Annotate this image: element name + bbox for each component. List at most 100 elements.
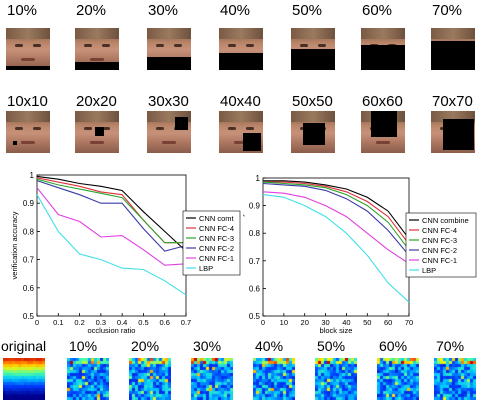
heatmap-image	[3, 358, 45, 400]
occlusion-block	[243, 133, 261, 151]
face-eye	[102, 44, 110, 47]
legend-entry: CNN FC-2	[422, 246, 457, 255]
face-eye	[33, 44, 41, 47]
series-line	[36, 180, 187, 252]
heatmap-image	[315, 358, 357, 400]
face-eye	[84, 44, 92, 47]
face-eye	[246, 127, 254, 130]
legend-box	[182, 210, 241, 276]
series-line	[36, 194, 187, 296]
face-mouth	[21, 58, 35, 61]
series-line	[36, 175, 187, 252]
occlusion-ratio-label: 60%	[362, 2, 393, 19]
legend-entry: CNN FC-3	[422, 236, 457, 245]
y-tick-label: 0.9	[249, 202, 261, 211]
legend-entry: LBP	[199, 264, 213, 273]
occlusion-ratio-label: 70%	[432, 2, 463, 19]
plot-frame	[262, 177, 410, 317]
x-tick-label: 0.2	[74, 318, 84, 327]
face-image	[291, 111, 335, 153]
heatmap-canvas	[434, 358, 476, 400]
face-hair	[147, 28, 191, 39]
x-tick-label: 0.7	[181, 318, 191, 327]
legend-entry: CNN FC-1	[422, 256, 457, 265]
series-line	[262, 191, 410, 265]
series-line	[36, 178, 186, 244]
x-tick-label: 70	[405, 318, 413, 327]
face-hair	[6, 28, 50, 39]
face-image	[147, 28, 191, 70]
heatmap-image	[191, 358, 233, 400]
y-tick-label: 0.8	[23, 227, 35, 236]
face-eye	[33, 127, 41, 130]
occlusion-mask	[291, 49, 335, 70]
face-eye	[15, 127, 23, 130]
face-eye	[174, 44, 182, 47]
occlusion-block	[443, 119, 474, 150]
block-size-label: 40x40	[220, 93, 261, 110]
occlusion-mask	[75, 62, 119, 70]
y-axis-label: verification accuracy	[243, 213, 245, 281]
occlusion-block	[303, 123, 325, 145]
occlusion-ratio-chart: 0.5 0.6 0.7 0.8 0.9 1 0 0.1 0.2 0.3 0.4 0.5 0.6 0.7 oc…	[10, 171, 241, 335]
occlusion-mask	[147, 57, 191, 70]
occlusion-ratio-label: 50%	[292, 2, 323, 19]
face-mouth	[90, 141, 104, 144]
y-axis-label: verification accuracy	[10, 211, 19, 279]
face-mouth	[234, 141, 248, 144]
x-tick-label: 20	[301, 318, 309, 327]
face-eye	[228, 44, 236, 47]
y-tick-label: 0.6	[23, 284, 35, 293]
face-image	[431, 28, 475, 70]
face-hair	[75, 28, 119, 39]
y-tick-label: 1	[256, 174, 261, 183]
y-tick-label: 0.9	[23, 199, 35, 208]
occlusion-block	[95, 127, 104, 136]
y-tick-label: 1	[30, 171, 35, 180]
legend-box	[405, 212, 477, 278]
face-image	[147, 111, 191, 153]
face-image	[219, 28, 263, 70]
series-line	[262, 182, 410, 256]
face-eye	[84, 127, 92, 130]
block-size-label: 50x50	[292, 93, 333, 110]
face-eye	[156, 127, 164, 130]
occlusion-mask	[361, 45, 405, 70]
series-line	[262, 194, 410, 303]
face-hair	[219, 28, 263, 39]
series-line	[262, 181, 410, 251]
occlusion-mask	[219, 53, 263, 70]
series-line	[36, 187, 187, 266]
x-tick-label: 50	[363, 318, 371, 327]
heatmap-canvas	[129, 358, 171, 400]
legend-entry: CNN comt	[199, 214, 235, 223]
face-eye	[318, 44, 326, 47]
heatmap-label: 70%	[436, 338, 465, 354]
face-mouth	[376, 141, 390, 144]
face-eye	[246, 44, 254, 47]
x-tick-label: 40	[342, 318, 350, 327]
heatmap-canvas	[377, 358, 419, 400]
occlusion-mask	[431, 41, 475, 70]
face-eye	[156, 44, 164, 47]
occlusion-ratio-label: 20%	[76, 2, 107, 19]
x-tick-label: 0.3	[96, 318, 106, 327]
legend-entry: CNN FC-2	[199, 244, 234, 253]
face-mouth	[21, 141, 35, 144]
face-hair	[6, 111, 50, 122]
heatmap-label: 40%	[255, 338, 284, 354]
heatmap-label: 10%	[69, 338, 98, 354]
face-hair	[75, 111, 119, 122]
heatmap-label: 50%	[317, 338, 346, 354]
face-hair	[291, 28, 335, 39]
legend-entry: CNN FC-3	[199, 234, 234, 243]
legend-entry: CNN FC-4	[199, 224, 234, 233]
y-tick-label: 0.7	[249, 257, 261, 266]
x-tick-label: 30	[321, 318, 329, 327]
y-tick-label: 0.8	[249, 229, 261, 238]
heatmap-canvas	[253, 358, 295, 400]
legend-entry: CNN FC-1	[199, 254, 234, 263]
face-hair	[219, 111, 263, 122]
heatmap-image	[129, 358, 171, 400]
